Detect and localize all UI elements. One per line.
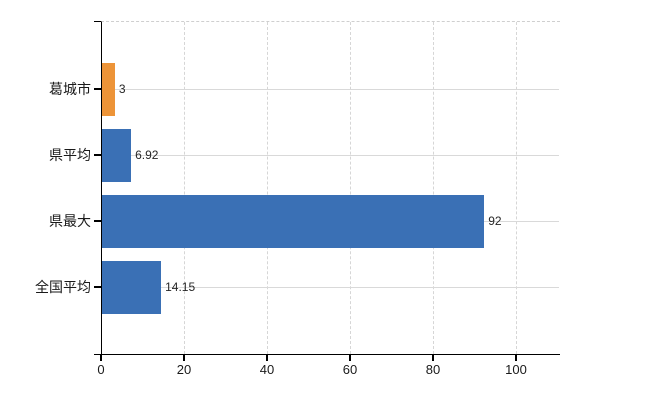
x-axis-overhang — [94, 353, 101, 355]
bar-0 — [102, 62, 115, 116]
bar-1 — [102, 128, 132, 182]
y-axis-top-tick — [94, 21, 101, 23]
bar-value-label: 6.92 — [135, 148, 159, 162]
y-tick — [94, 88, 101, 90]
vertical-gridline — [350, 22, 352, 354]
category-label: 全国平均 — [35, 279, 91, 295]
bar-3 — [102, 260, 162, 314]
vertical-gridline — [184, 22, 186, 354]
category-gridline — [103, 89, 559, 90]
x-tick — [100, 355, 102, 361]
category-gridline — [103, 155, 559, 156]
category-gridline — [103, 287, 559, 288]
x-tick-label: 60 — [342, 362, 358, 377]
x-tick-label: 20 — [176, 362, 192, 377]
x-tick — [432, 355, 434, 361]
category-label: 県平均 — [49, 147, 91, 163]
bar-value-label: 92 — [488, 214, 502, 228]
x-tick — [349, 355, 351, 361]
bar-value-label: 3 — [118, 82, 126, 96]
vertical-gridline — [433, 22, 435, 354]
plot-area — [101, 21, 560, 355]
x-tick-label: 40 — [259, 362, 275, 377]
bar-2 — [102, 194, 485, 248]
x-tick — [266, 355, 268, 361]
x-tick — [515, 355, 517, 361]
category-label: 県最大 — [49, 213, 91, 229]
vertical-gridline — [516, 22, 518, 354]
vertical-gridline — [267, 22, 269, 354]
x-tick-label: 80 — [425, 362, 441, 377]
y-tick — [94, 220, 101, 222]
category-label: 葛城市 — [49, 81, 91, 97]
x-tick — [183, 355, 185, 361]
y-tick — [94, 154, 101, 156]
x-tick-label: 0 — [97, 362, 105, 377]
y-tick — [94, 286, 101, 288]
x-tick-label: 100 — [505, 362, 527, 377]
bar-value-label: 14.15 — [165, 280, 196, 294]
